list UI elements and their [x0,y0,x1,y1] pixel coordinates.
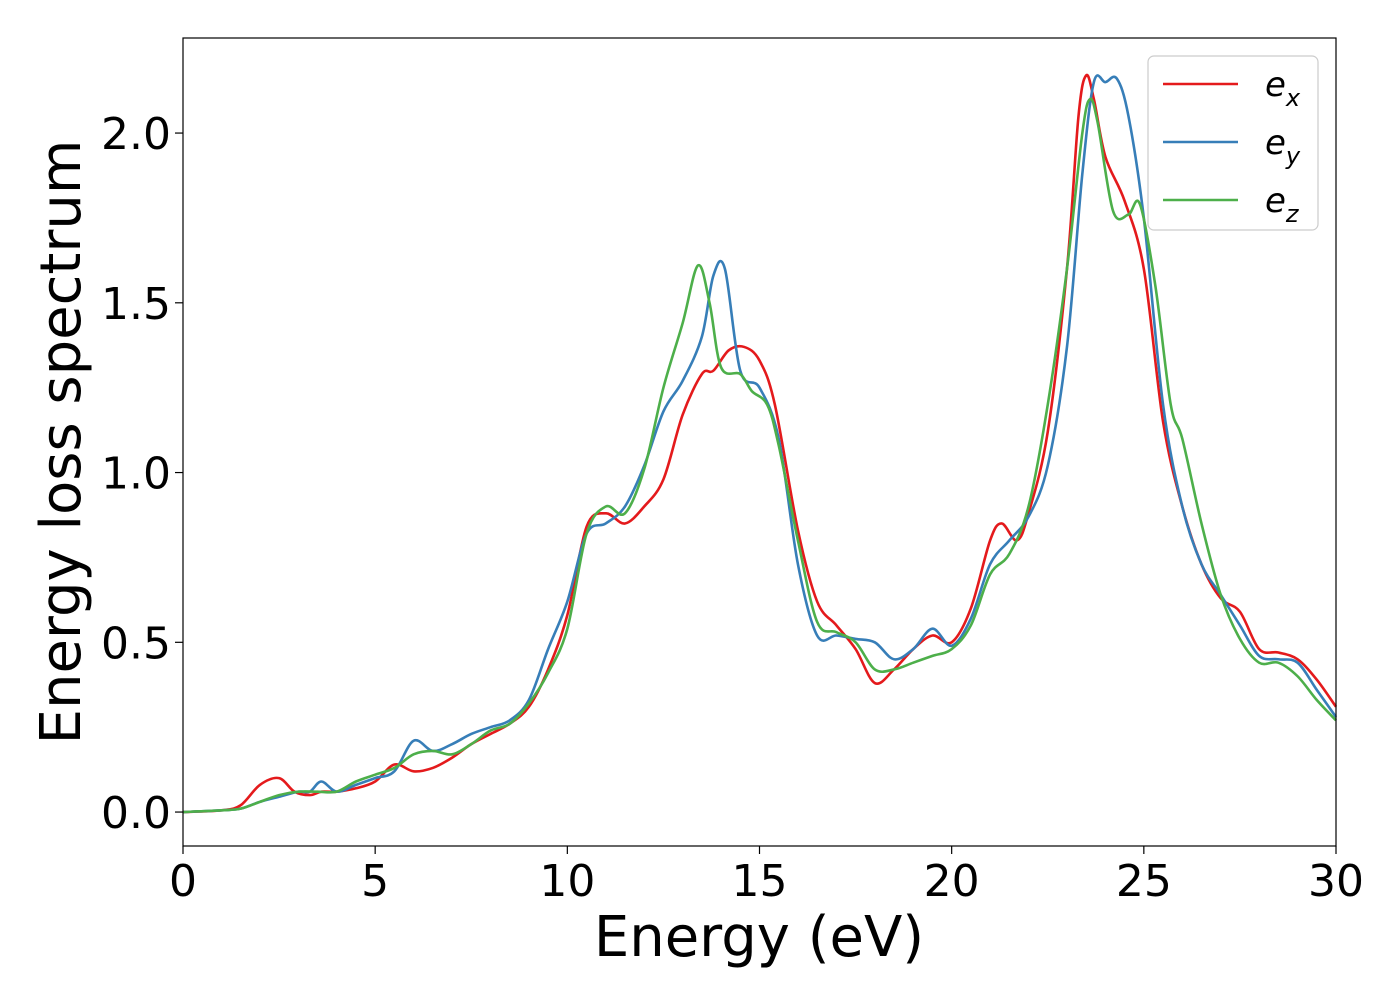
x-tick-label: 10 [539,856,595,907]
series-line-x [182,73,1338,814]
x-tick-label: 5 [361,856,389,907]
plot-area [183,38,1336,846]
x-axis-label: Energy (eV) [594,905,924,970]
y-tick-label: 0.0 [101,788,171,839]
x-tick-label: 15 [732,856,788,907]
y-tick-label: 2.0 [101,109,171,160]
x-tick-label: 0 [169,856,197,907]
x-axis-ticks: 0 5 10 15 20 25 30 [169,846,1364,907]
y-tick-label: 1.0 [101,449,171,500]
y-tick-label: 0.5 [101,618,171,669]
x-tick-label: 25 [1116,856,1172,907]
series-line-z [182,97,1337,814]
y-axis-label: Energy loss spectrum [29,140,94,745]
y-tick-label: 1.5 [101,279,171,330]
x-tick-label: 20 [924,856,980,907]
x-tick-label: 30 [1308,856,1364,907]
series-layer [182,73,1338,814]
y-axis-ticks: 0.0 0.5 1.0 1.5 2.0 [101,109,183,839]
